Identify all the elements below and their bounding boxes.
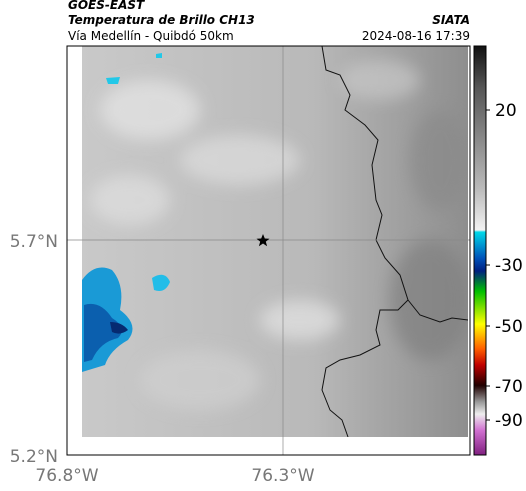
lat-label: 5.2°N — [10, 447, 58, 467]
subtitle: Vía Medellín - Quibdó 50km — [68, 29, 234, 43]
colorbar-tick-label: -30 — [495, 256, 523, 276]
colorbar — [473, 45, 487, 456]
map-frame — [66, 45, 471, 456]
colorbar-tick-label: -50 — [495, 317, 523, 337]
satellite-image — [82, 46, 468, 437]
org: SIATA — [432, 13, 470, 27]
title: Temperatura de Brillo CH13 — [68, 13, 255, 27]
timestamp: 2024-08-16 17:39 — [362, 29, 470, 43]
location-marker — [256, 234, 270, 247]
lon-label: 76.8°W — [35, 466, 98, 486]
lat-label: 5.7°N — [10, 232, 58, 252]
lon-label: 76.3°W — [251, 466, 314, 486]
colorbar-tick-label: 20 — [495, 101, 517, 121]
colorbar-tick-label: -90 — [495, 411, 523, 431]
source: GOES-EAST — [68, 0, 145, 12]
colorbar-tick-label: -70 — [495, 377, 523, 397]
